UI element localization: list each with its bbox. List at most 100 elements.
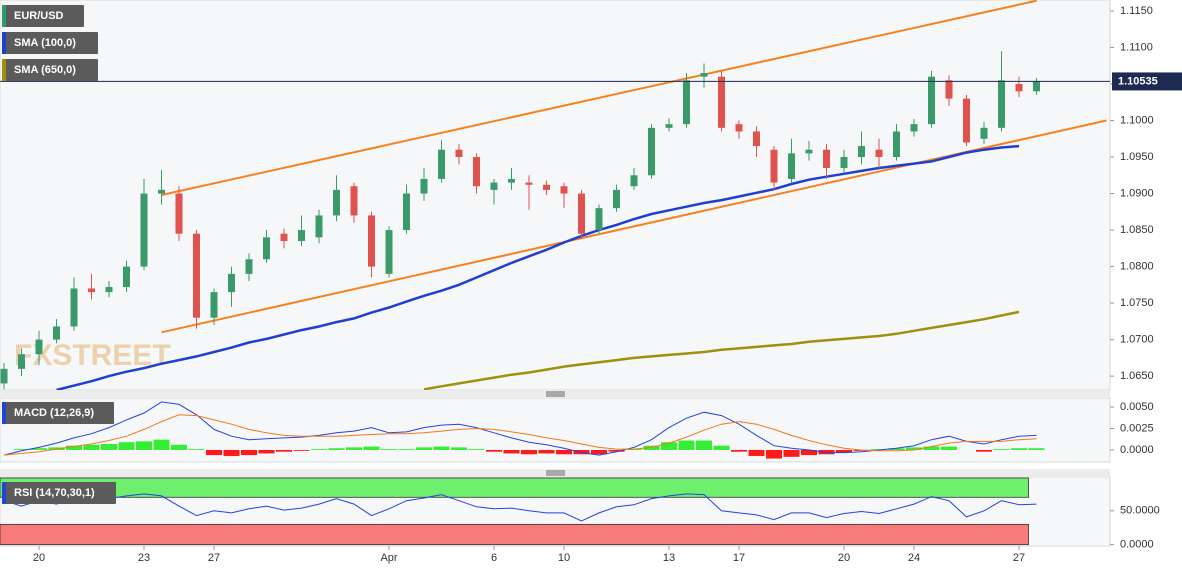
histogram-bar bbox=[153, 439, 170, 450]
histogram-bar bbox=[1011, 448, 1027, 450]
histogram-bar bbox=[556, 449, 572, 455]
legend: EUR/USD SMA (100,0) SMA (650,0) MACD (12,26… bbox=[2, 5, 116, 504]
oversold-band bbox=[0, 523, 1029, 546]
legend-box bbox=[2, 59, 98, 81]
candle-body bbox=[0, 368, 8, 384]
legend-box bbox=[2, 32, 98, 54]
histogram-bar bbox=[241, 449, 257, 456]
y-tick-label: 50.0000 bbox=[1120, 505, 1160, 517]
sma-line bbox=[423, 310, 1020, 390]
histogram-bar bbox=[293, 449, 310, 451]
candle-body bbox=[648, 127, 655, 176]
candle-body bbox=[875, 149, 883, 158]
candle-body bbox=[420, 178, 428, 194]
y-tick-label: 1.1000 bbox=[1120, 114, 1154, 126]
candle-body bbox=[613, 189, 620, 209]
candle-body bbox=[700, 73, 708, 77]
y-tick-label: 1.0650 bbox=[1120, 370, 1154, 382]
legend-label: EUR/USD bbox=[14, 10, 64, 22]
y-tick-label: 1.0700 bbox=[1120, 334, 1154, 346]
candle-body bbox=[805, 149, 813, 154]
histogram-bar bbox=[766, 449, 782, 459]
x-tick-label: 17 bbox=[733, 552, 745, 564]
y-tick-label: 1.0950 bbox=[1120, 151, 1154, 163]
histogram-bar bbox=[346, 447, 362, 450]
candle-body bbox=[683, 80, 690, 125]
x-tick-label: Apr bbox=[380, 552, 397, 564]
histogram-bar bbox=[731, 449, 747, 452]
x-tick-label: 27 bbox=[1013, 552, 1025, 564]
histogram-bar bbox=[993, 449, 1010, 450]
candle-body bbox=[893, 131, 900, 158]
candle-body bbox=[595, 208, 603, 231]
histogram-bar bbox=[608, 449, 625, 452]
histogram-bar bbox=[258, 449, 275, 454]
candle-body bbox=[543, 184, 550, 190]
trendline bbox=[161, 0, 1037, 196]
y-tick-label: 1.0900 bbox=[1120, 187, 1154, 199]
candle-body bbox=[665, 124, 673, 128]
candle-body bbox=[998, 80, 1005, 128]
legend-swatch bbox=[2, 482, 6, 504]
x-tick-label: 23 bbox=[138, 552, 150, 564]
candle-body bbox=[210, 292, 218, 318]
legend-swatch bbox=[2, 59, 6, 81]
x-tick-label: 20 bbox=[33, 552, 45, 564]
macd-line bbox=[3, 401, 1037, 456]
candle-body bbox=[560, 186, 568, 194]
y-tick-label: 0.0025 bbox=[1120, 422, 1154, 434]
histogram-bar bbox=[311, 449, 327, 450]
macd-plot bbox=[3, 401, 1045, 459]
y-tick-label: 0.0000 bbox=[1120, 444, 1154, 456]
y-tick-label: 0.0000 bbox=[1120, 539, 1154, 551]
x-tick-label: 27 bbox=[208, 552, 220, 564]
histogram-bar bbox=[118, 442, 135, 450]
histogram-bar bbox=[363, 446, 380, 450]
histogram-bar bbox=[101, 443, 117, 450]
candle-body bbox=[980, 127, 988, 139]
histogram-bar bbox=[1028, 448, 1045, 450]
candle-body bbox=[928, 76, 935, 125]
candle-body bbox=[35, 339, 43, 355]
histogram-bar bbox=[188, 449, 205, 450]
y-tick-label: 1.0850 bbox=[1120, 224, 1154, 236]
y-tick-label: 1.1150 bbox=[1120, 5, 1153, 17]
legend-box bbox=[2, 482, 116, 504]
candle-body bbox=[53, 326, 60, 340]
y-tick-label: 1.0800 bbox=[1120, 260, 1154, 272]
x-tick-label: 10 bbox=[558, 552, 570, 564]
x-tick-label: 6 bbox=[491, 552, 497, 564]
histogram-bar bbox=[83, 444, 100, 450]
candle-body bbox=[193, 233, 200, 318]
candle-body bbox=[403, 193, 410, 231]
histogram-bar bbox=[136, 441, 152, 450]
candle-body bbox=[473, 157, 480, 187]
histogram-bar bbox=[801, 449, 817, 456]
histogram-bar bbox=[381, 449, 397, 450]
histogram-bar bbox=[171, 444, 187, 450]
candle-body bbox=[315, 215, 323, 238]
last-price-box bbox=[1112, 72, 1182, 91]
histogram-bar bbox=[503, 449, 520, 454]
y-tick-label: 1.0750 bbox=[1120, 297, 1154, 309]
candle-body bbox=[508, 178, 515, 183]
candle-body bbox=[350, 186, 358, 216]
candle-body bbox=[245, 259, 253, 274]
price-plot bbox=[0, 0, 1110, 390]
legend-label: RSI (14,70,30,1) bbox=[14, 487, 95, 499]
y-tick-label: 0.0050 bbox=[1120, 401, 1154, 413]
candle-body bbox=[910, 124, 918, 132]
candle-body bbox=[175, 193, 183, 234]
candle-body bbox=[438, 149, 445, 179]
histogram-bar bbox=[276, 449, 292, 452]
histogram-bar bbox=[468, 449, 485, 450]
x-tick-label: 24 bbox=[908, 552, 920, 564]
histogram-bar bbox=[591, 449, 607, 455]
histogram-bar bbox=[451, 447, 467, 450]
histogram-bar bbox=[748, 449, 765, 456]
y-tick-label: 1.1100 bbox=[1120, 41, 1153, 53]
candle-body bbox=[963, 98, 970, 143]
legend-box bbox=[2, 5, 84, 27]
